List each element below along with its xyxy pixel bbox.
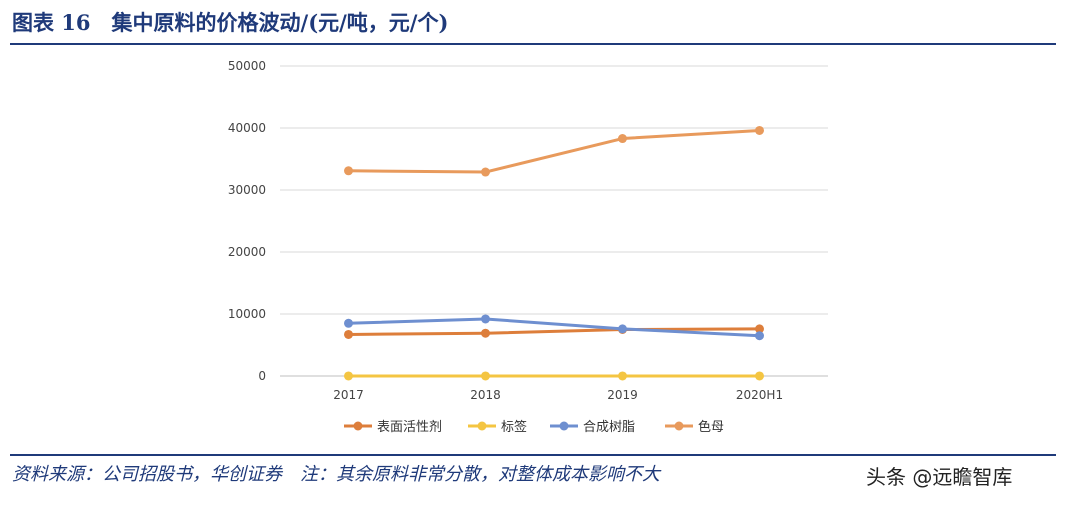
x-tick-label: 2020H1: [736, 388, 783, 402]
legend-label: 合成树脂: [583, 420, 635, 435]
y-tick-label: 50000: [228, 59, 266, 73]
data-point: [481, 328, 490, 338]
data-point: [481, 167, 490, 177]
y-tick-label: 40000: [228, 121, 266, 135]
data-point: [481, 371, 490, 381]
legend-swatch-marker: [674, 421, 684, 431]
data-point: [344, 318, 353, 328]
data-point: [618, 371, 627, 381]
title-divider: [10, 43, 1056, 45]
data-point: [755, 324, 764, 334]
data-point: [344, 329, 353, 339]
series-line: [347, 128, 761, 174]
legend-swatch-marker: [559, 421, 569, 431]
chart-title: 图表 16 集中原料的价格波动/(元/吨，元/个): [12, 10, 449, 35]
y-tick-label: 20000: [228, 245, 266, 259]
x-tick-label: 2019: [607, 388, 638, 402]
data-point: [755, 331, 764, 341]
y-tick-label: 0: [258, 369, 266, 383]
source-note: 资料来源：公司招股书，华创证券 注：其余原料非常分散，对整体成本影响不大: [12, 464, 660, 485]
data-point: [755, 125, 764, 135]
legend-label: 表面活性剂: [377, 420, 442, 435]
x-tick-label: 2018: [470, 388, 501, 402]
y-tick-label: 10000: [228, 307, 266, 321]
y-tick-label: 30000: [228, 183, 266, 197]
data-point: [481, 314, 490, 324]
footer-divider: [10, 454, 1056, 456]
data-point: [344, 371, 353, 381]
x-tick-label: 2017: [333, 388, 364, 402]
series-line: [347, 327, 761, 336]
data-point: [618, 134, 627, 144]
legend-label: 色母: [698, 419, 724, 435]
watermark: 头条 @远瞻智库: [866, 465, 1013, 489]
legend-label: 标签: [501, 419, 527, 435]
series-line: [347, 317, 761, 338]
legend-swatch-marker: [477, 421, 487, 431]
data-point: [618, 324, 627, 334]
legend-swatch-marker: [353, 421, 363, 431]
data-point: [755, 371, 764, 381]
data-point: [344, 166, 353, 176]
